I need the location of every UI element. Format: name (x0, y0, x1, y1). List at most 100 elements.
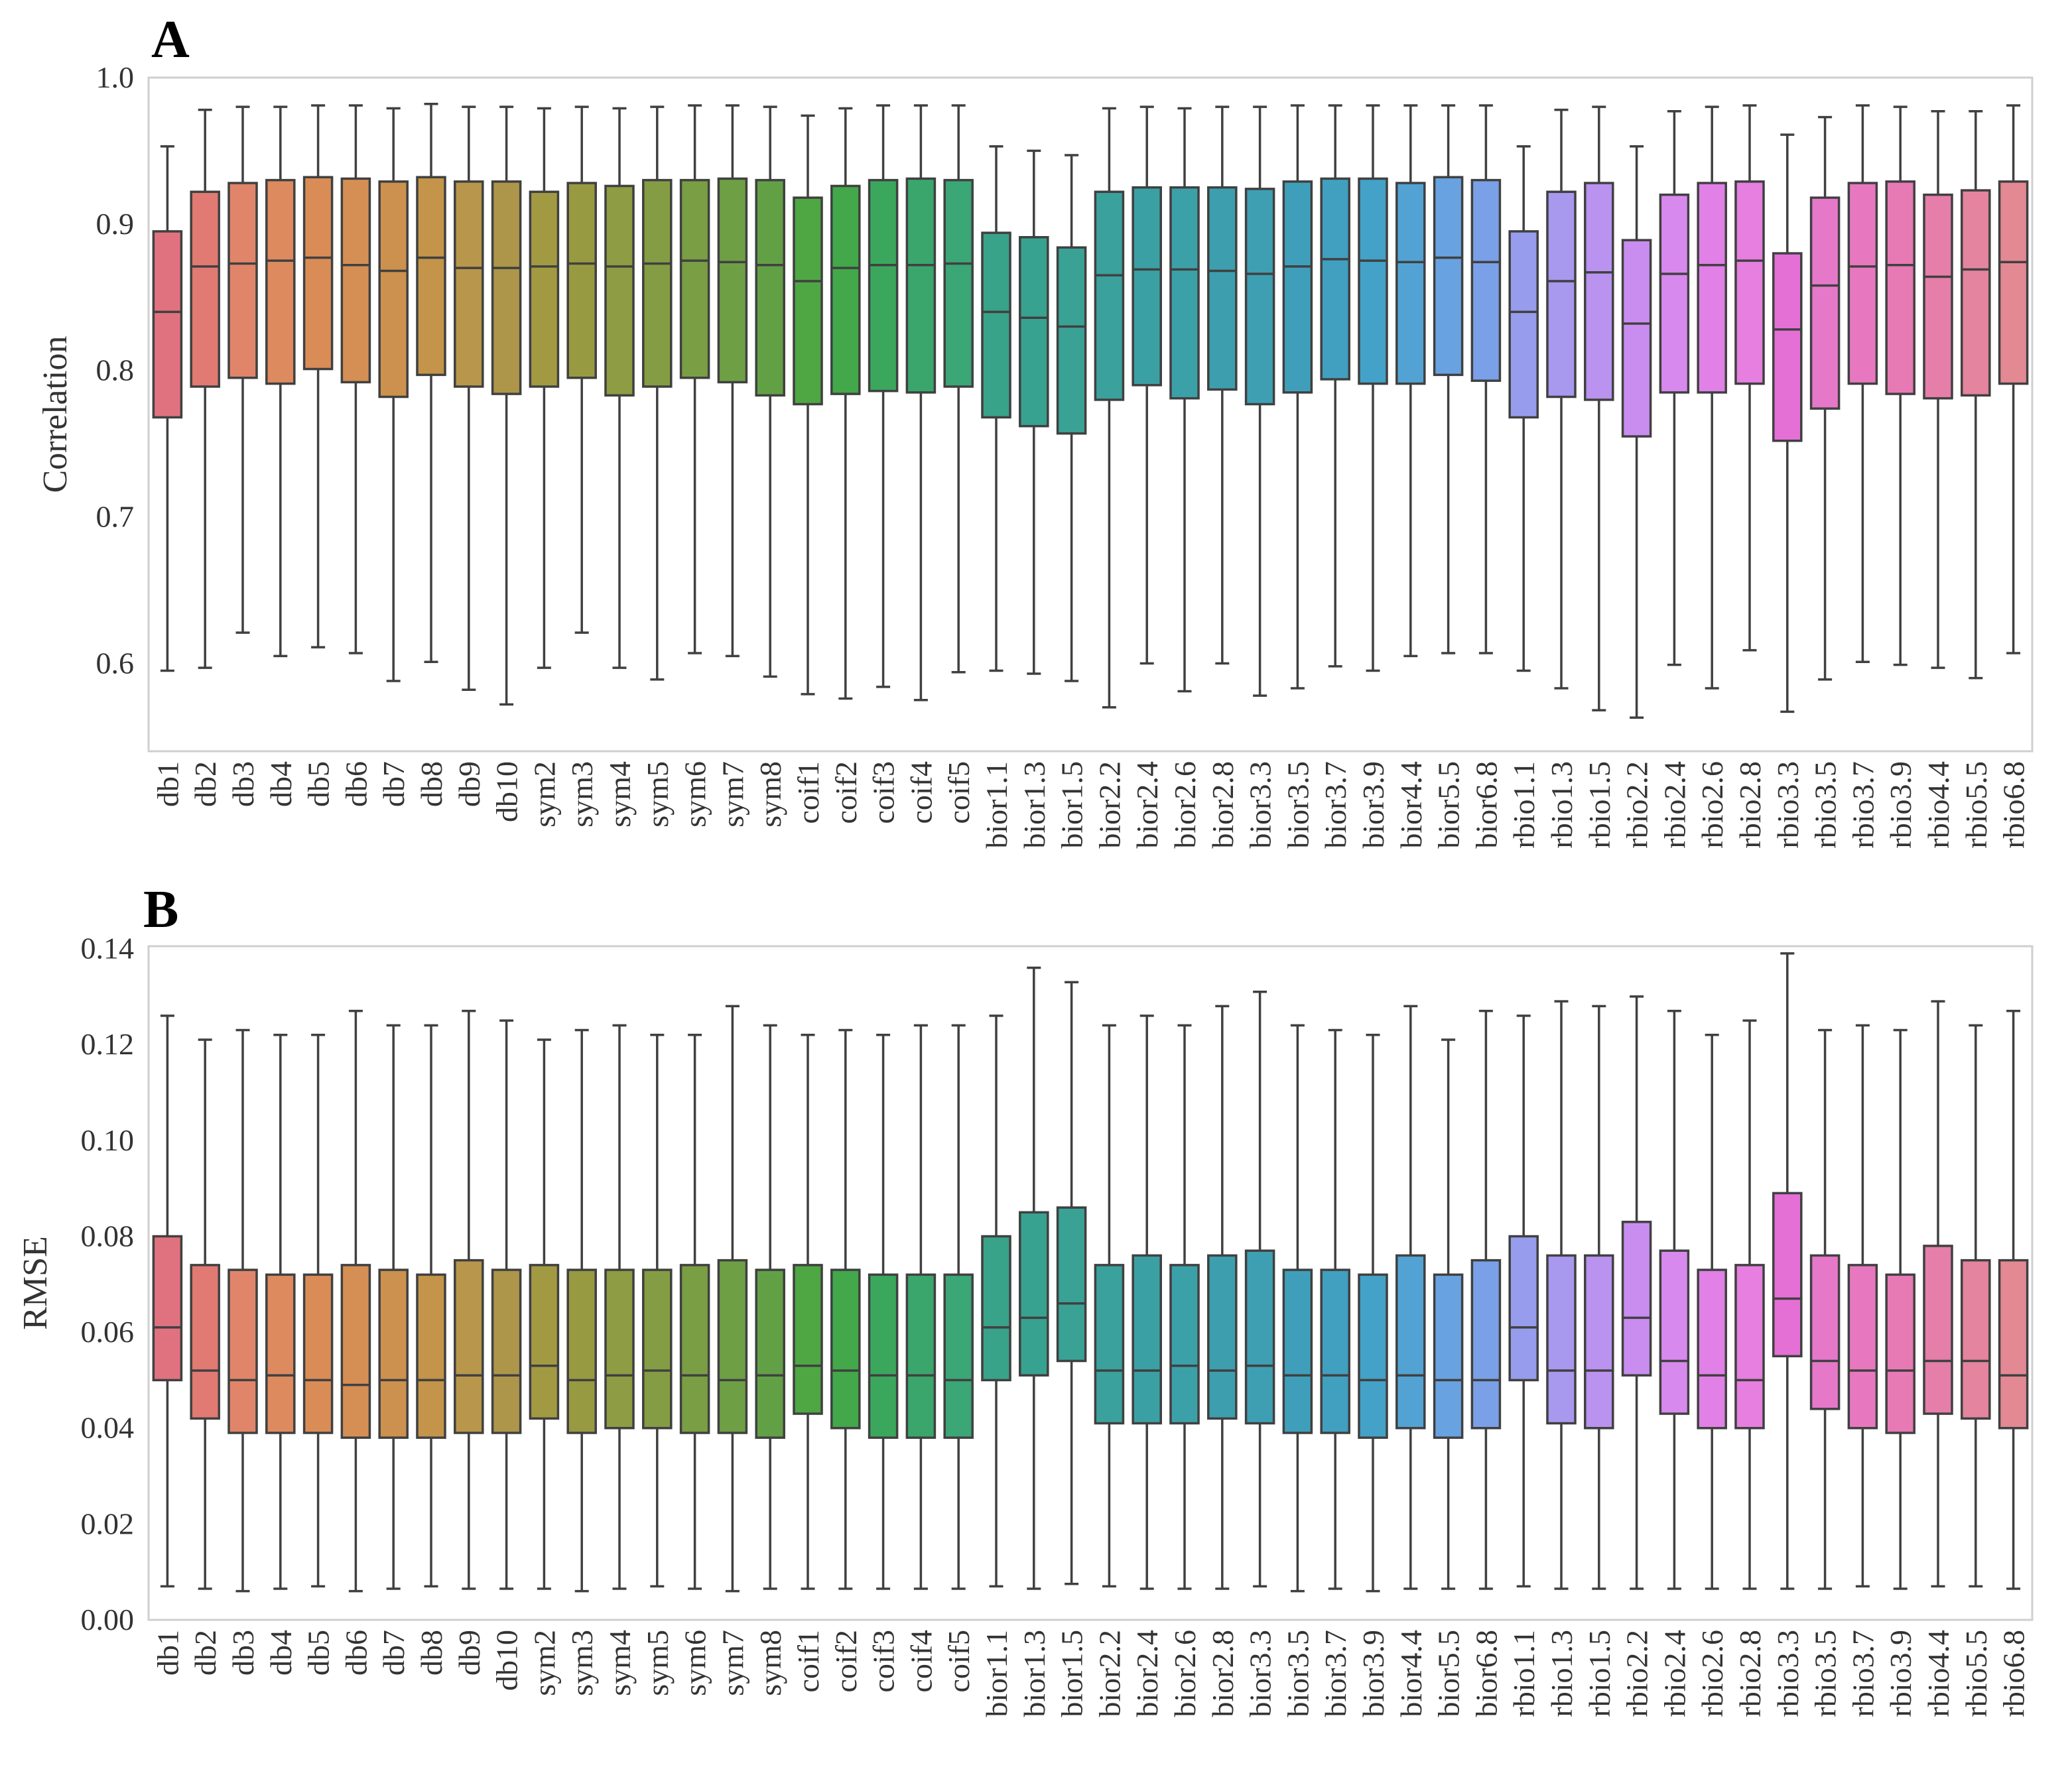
box-body (1546, 190, 1577, 399)
box-rbio2.8 (1734, 104, 1765, 652)
box-db3 (227, 105, 258, 634)
box-body (1809, 196, 1841, 410)
box-db2 (190, 108, 220, 669)
box-body (1697, 1268, 1727, 1430)
box-bior1.1 (981, 145, 1011, 672)
x-tick-label: rbio3.7 (1846, 761, 1880, 849)
box-body (1320, 1268, 1350, 1434)
x-tick-label: rbio5.5 (1959, 761, 1993, 849)
box-coif1 (793, 1034, 823, 1590)
x-tick-label: db3 (226, 1630, 260, 1676)
x-tick-label: sym8 (753, 1630, 787, 1696)
x-tick-label: db7 (377, 1630, 411, 1676)
panel-letter-b: B (143, 881, 178, 939)
plot-frame (147, 76, 2034, 753)
x-tick-label: bior3.9 (1356, 761, 1390, 849)
box-body (755, 1268, 785, 1439)
y-axis-label: Correlation (36, 336, 74, 493)
x-tick-label: rbio2.2 (1620, 1630, 1654, 1717)
box-coif3 (868, 104, 899, 688)
x-tick-label: rbio3.7 (1846, 1630, 1880, 1717)
box-coif4 (905, 104, 937, 702)
box-body (642, 1268, 673, 1430)
x-tick-label: sym7 (716, 1630, 749, 1696)
x-tick-label: db3 (226, 761, 260, 807)
box-body (1207, 186, 1238, 391)
x-tick-label: db5 (302, 761, 336, 807)
box-rbio3.9 (1885, 105, 1915, 666)
box-rbio1.3 (1546, 108, 1577, 690)
x-tick-label: rbio3.9 (1884, 1630, 1917, 1717)
box-rbio2.6 (1697, 105, 1727, 690)
box-body (152, 230, 183, 419)
box-body (378, 1268, 409, 1439)
box-sym2 (529, 107, 560, 669)
box-body (1734, 1264, 1765, 1430)
x-tick-label: bior3.3 (1244, 761, 1277, 849)
box-body (1056, 246, 1087, 435)
y-tick-label: 0.10 (81, 1123, 135, 1157)
x-tick-label: bior1.1 (980, 1630, 1013, 1717)
box-body (1772, 1192, 1803, 1358)
box-body (905, 177, 937, 394)
x-tick-label: bior2.4 (1130, 1630, 1164, 1717)
box-rbio3.7 (1847, 104, 1878, 664)
box-bior1.5 (1056, 981, 1087, 1585)
box-rbio2.8 (1734, 1019, 1765, 1590)
y-tick-label: 0.06 (81, 1315, 135, 1349)
box-coif1 (793, 114, 823, 696)
x-tick-label: rbio3.5 (1809, 761, 1843, 849)
box-sym6 (679, 104, 710, 654)
box-bior1.3 (1019, 966, 1049, 1590)
box-body (1659, 1249, 1690, 1415)
box-body (943, 1273, 974, 1439)
box-rbio2.4 (1659, 1009, 1690, 1590)
box-body (830, 184, 861, 395)
box-body (378, 180, 409, 399)
box-body (529, 1264, 560, 1420)
box-sym8 (755, 105, 785, 678)
box-coif5 (943, 104, 974, 674)
box-body (642, 178, 673, 388)
x-tick-label: db5 (302, 1630, 336, 1676)
x-tick-label: db1 (151, 761, 184, 807)
box-sym2 (529, 1038, 560, 1590)
box-body (454, 180, 484, 388)
box-rbio6.8 (1998, 1009, 2029, 1590)
box-rbio4.4 (1923, 110, 1953, 669)
y-tick-label: 0.7 (96, 500, 135, 534)
x-tick-label: rbio4.4 (1921, 761, 1955, 849)
box-body (227, 182, 258, 379)
box-body (1019, 1211, 1049, 1377)
x-tick-label: coif2 (829, 1630, 863, 1693)
box-bior2.2 (1094, 107, 1125, 709)
x-tick-label: coif1 (791, 761, 825, 824)
x-tick-label: db2 (188, 1630, 222, 1676)
box-rbio3.9 (1885, 1028, 1915, 1590)
box-body (679, 178, 710, 379)
box-bior2.8 (1207, 105, 1238, 665)
x-tick-label: sym2 (527, 1630, 561, 1696)
box-bior1.5 (1056, 154, 1087, 682)
box-db5 (302, 1034, 334, 1588)
box-body (340, 1264, 371, 1439)
x-tick-label: sym7 (716, 761, 749, 828)
box-body (1207, 1254, 1238, 1420)
x-tick-label: bior2.6 (1168, 1630, 1202, 1717)
box-db6 (340, 1009, 371, 1593)
x-tick-label: coif3 (867, 1630, 901, 1693)
box-db7 (378, 1024, 409, 1590)
x-tick-label: bior1.5 (1055, 1630, 1089, 1717)
x-tick-label: rbio2.4 (1657, 761, 1691, 849)
box-bior3.3 (1244, 105, 1275, 697)
x-tick-label: bior3.7 (1319, 1630, 1352, 1717)
box-body (868, 178, 899, 393)
x-tick-label: sym2 (527, 761, 561, 828)
box-db7 (378, 107, 409, 682)
x-tick-label: coif3 (867, 761, 901, 824)
box-rbio2.2 (1621, 145, 1652, 719)
box-rbio3.3 (1772, 952, 1803, 1590)
y-tick-label: 0.02 (81, 1506, 135, 1540)
